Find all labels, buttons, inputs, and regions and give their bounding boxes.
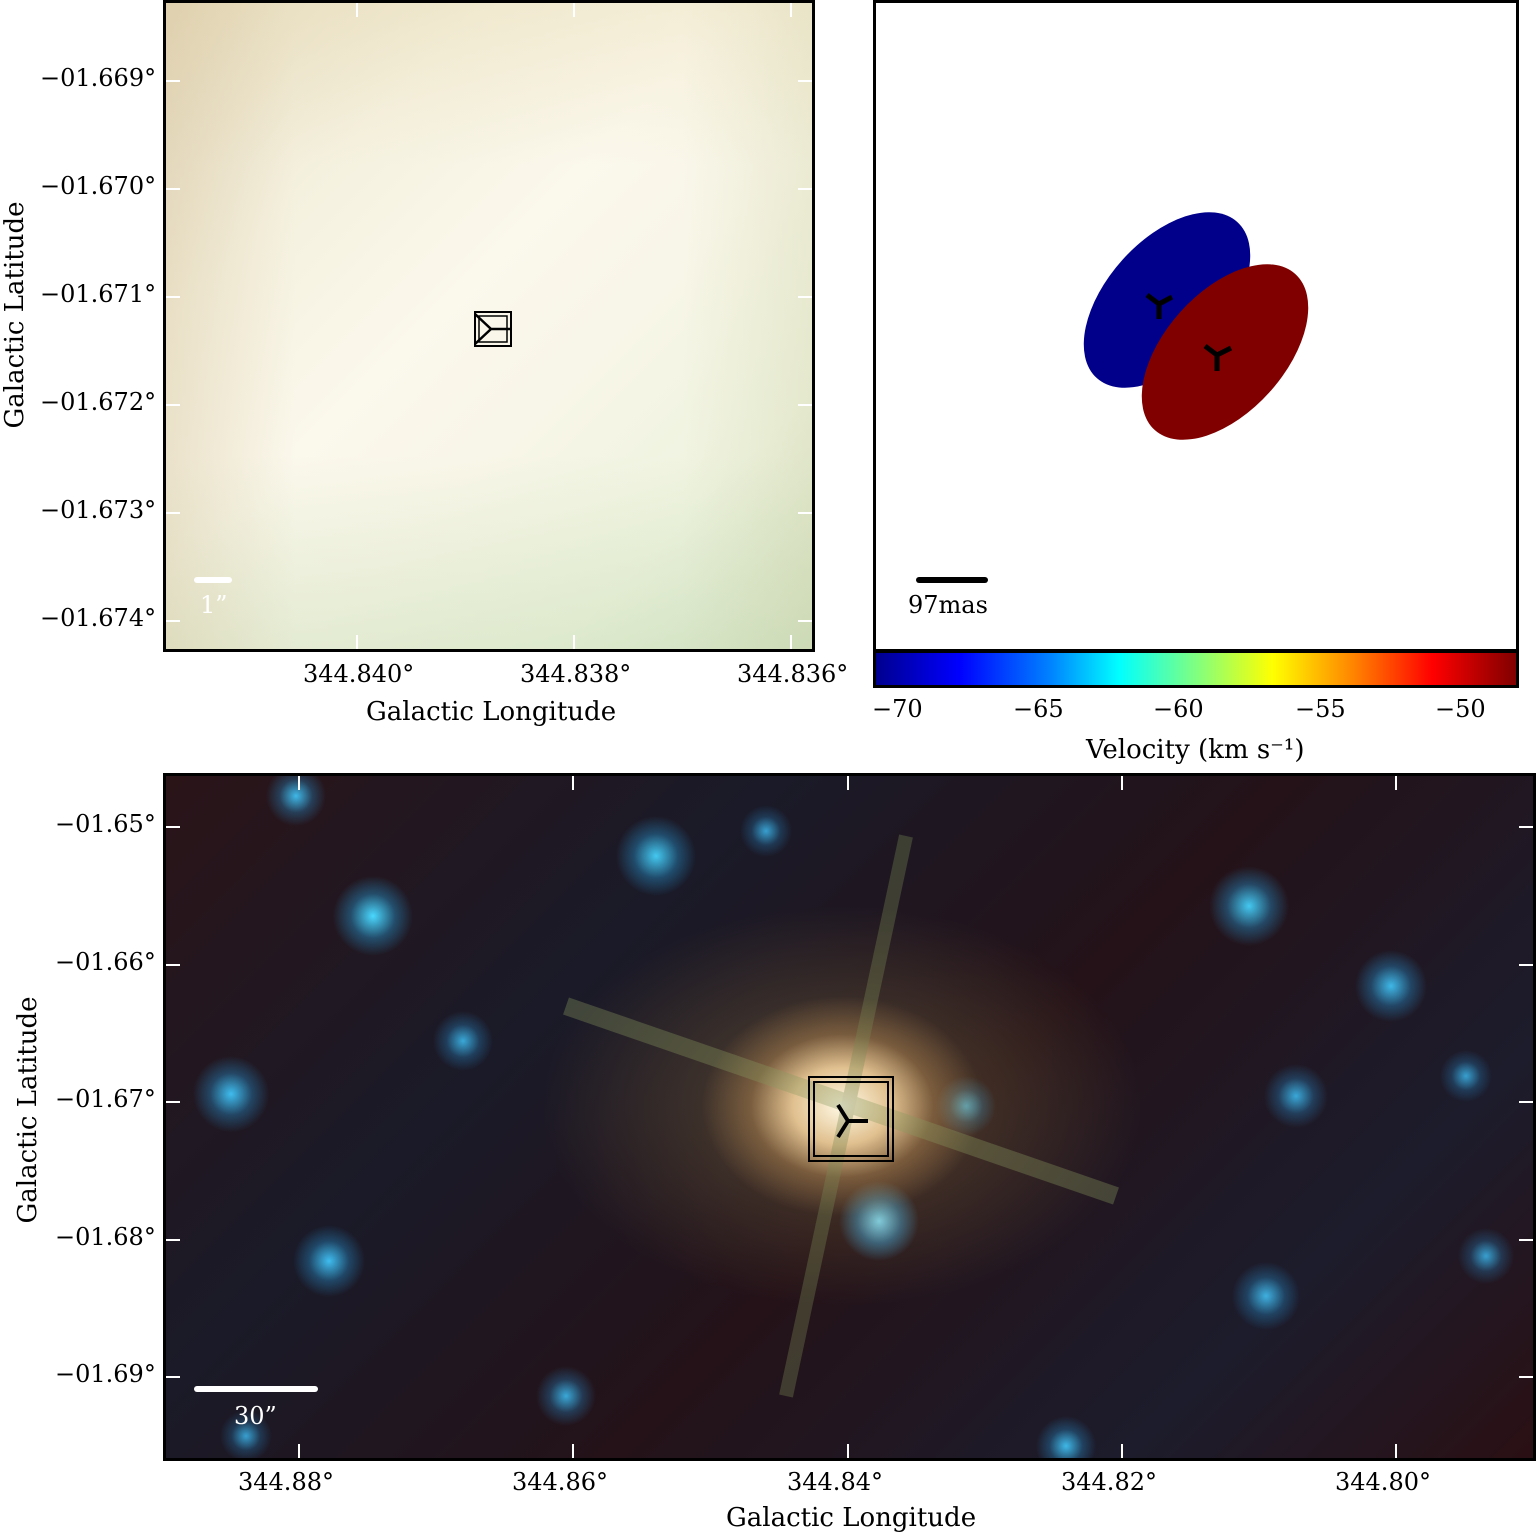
tick-mark xyxy=(798,404,812,406)
tick-mark xyxy=(166,188,180,190)
spot-center-marker-icon xyxy=(1145,293,1174,319)
x-axis-title: Galactic Longitude xyxy=(366,697,617,727)
tick-mark xyxy=(1519,964,1533,966)
tick-mark xyxy=(1519,826,1533,828)
tick-mark xyxy=(798,512,812,514)
spot-center-marker-icon xyxy=(1203,344,1233,371)
tick-mark xyxy=(790,3,792,17)
tick-mark xyxy=(298,776,300,790)
tick-mark xyxy=(798,296,812,298)
tick-mark xyxy=(1121,1444,1123,1458)
scale-bar xyxy=(194,1386,318,1392)
y-axis-title: Galactic Latitude xyxy=(0,201,30,429)
scale-bar-label: 30” xyxy=(234,1402,277,1430)
x-axis-title: Galactic Longitude xyxy=(726,1503,977,1533)
tick-mark xyxy=(1395,1444,1397,1458)
source-marker-icon xyxy=(836,1103,868,1139)
tick-mark xyxy=(1519,1376,1533,1378)
tick-mark xyxy=(166,80,180,82)
tick-mark xyxy=(166,512,180,514)
x-tick-label: 344.82° xyxy=(1061,1468,1157,1496)
tick-mark xyxy=(798,80,812,82)
target-box xyxy=(808,1076,894,1162)
y-tick-label: −01.68° xyxy=(55,1223,156,1251)
tick-mark xyxy=(573,3,575,17)
tick-mark xyxy=(166,296,180,298)
scale-bar xyxy=(916,577,988,583)
tick-mark xyxy=(1519,1101,1533,1103)
y-tick-label: −01.672° xyxy=(40,388,157,416)
x-tick-label: 344.838° xyxy=(520,660,632,688)
maser-spots-plot xyxy=(1083,212,1309,440)
top-right-velocity-panel: 97mas xyxy=(873,0,1519,652)
tick-mark xyxy=(166,1101,180,1103)
y-tick-label: −01.67° xyxy=(55,1085,156,1113)
bottom-wide-field-panel: 30” xyxy=(163,773,1536,1461)
tick-mark xyxy=(847,776,849,790)
tick-mark xyxy=(1519,1239,1533,1241)
tick-mark xyxy=(1121,776,1123,790)
y-tick-label: −01.669° xyxy=(40,64,157,92)
tick-mark xyxy=(572,776,574,790)
tick-mark xyxy=(166,826,180,828)
y-tick-label: −01.670° xyxy=(40,172,157,200)
tick-mark xyxy=(1395,776,1397,790)
colorbar-tick-label: −50 xyxy=(1435,695,1486,723)
x-tick-label: 344.840° xyxy=(303,660,415,688)
velocity-colorbar xyxy=(873,650,1519,688)
tick-mark xyxy=(166,1376,180,1378)
colorbar-tick-label: −70 xyxy=(872,695,923,723)
tick-mark xyxy=(166,620,180,622)
tick-mark xyxy=(572,1444,574,1458)
tick-mark xyxy=(356,3,358,17)
colorbar-title: Velocity (km s⁻¹) xyxy=(1086,735,1305,765)
tick-mark xyxy=(166,1239,180,1241)
scale-bar xyxy=(194,577,232,583)
tick-mark xyxy=(573,635,575,649)
y-axis-title: Galactic Latitude xyxy=(13,996,43,1224)
colorbar-tick-label: −65 xyxy=(1013,695,1064,723)
x-tick-label: 344.80° xyxy=(1335,1468,1431,1496)
y-tick-label: −01.65° xyxy=(55,810,156,838)
y-tick-label: −01.66° xyxy=(55,948,156,976)
x-tick-label: 344.86° xyxy=(512,1468,608,1496)
y-tick-label: −01.674° xyxy=(40,604,157,632)
top-left-image-panel: 1” xyxy=(163,0,815,652)
colorbar-tick-label: −60 xyxy=(1153,695,1204,723)
tick-mark xyxy=(166,404,180,406)
x-tick-label: 344.88° xyxy=(238,1468,334,1496)
y-tick-label: −01.671° xyxy=(40,280,157,308)
tick-mark xyxy=(298,1444,300,1458)
x-tick-label: 344.84° xyxy=(787,1468,883,1496)
x-tick-label: 344.836° xyxy=(737,660,849,688)
tick-mark xyxy=(798,620,812,622)
y-tick-label: −01.673° xyxy=(40,496,157,524)
colorbar-tick-label: −55 xyxy=(1295,695,1346,723)
tick-mark xyxy=(790,635,792,649)
tick-mark xyxy=(798,188,812,190)
source-marker-icon xyxy=(474,311,512,347)
scale-bar-label: 1” xyxy=(200,591,228,619)
tick-mark xyxy=(356,635,358,649)
tick-mark xyxy=(166,964,180,966)
scale-bar-label: 97mas xyxy=(908,591,988,619)
tick-mark xyxy=(847,1444,849,1458)
y-tick-label: −01.69° xyxy=(55,1360,156,1388)
